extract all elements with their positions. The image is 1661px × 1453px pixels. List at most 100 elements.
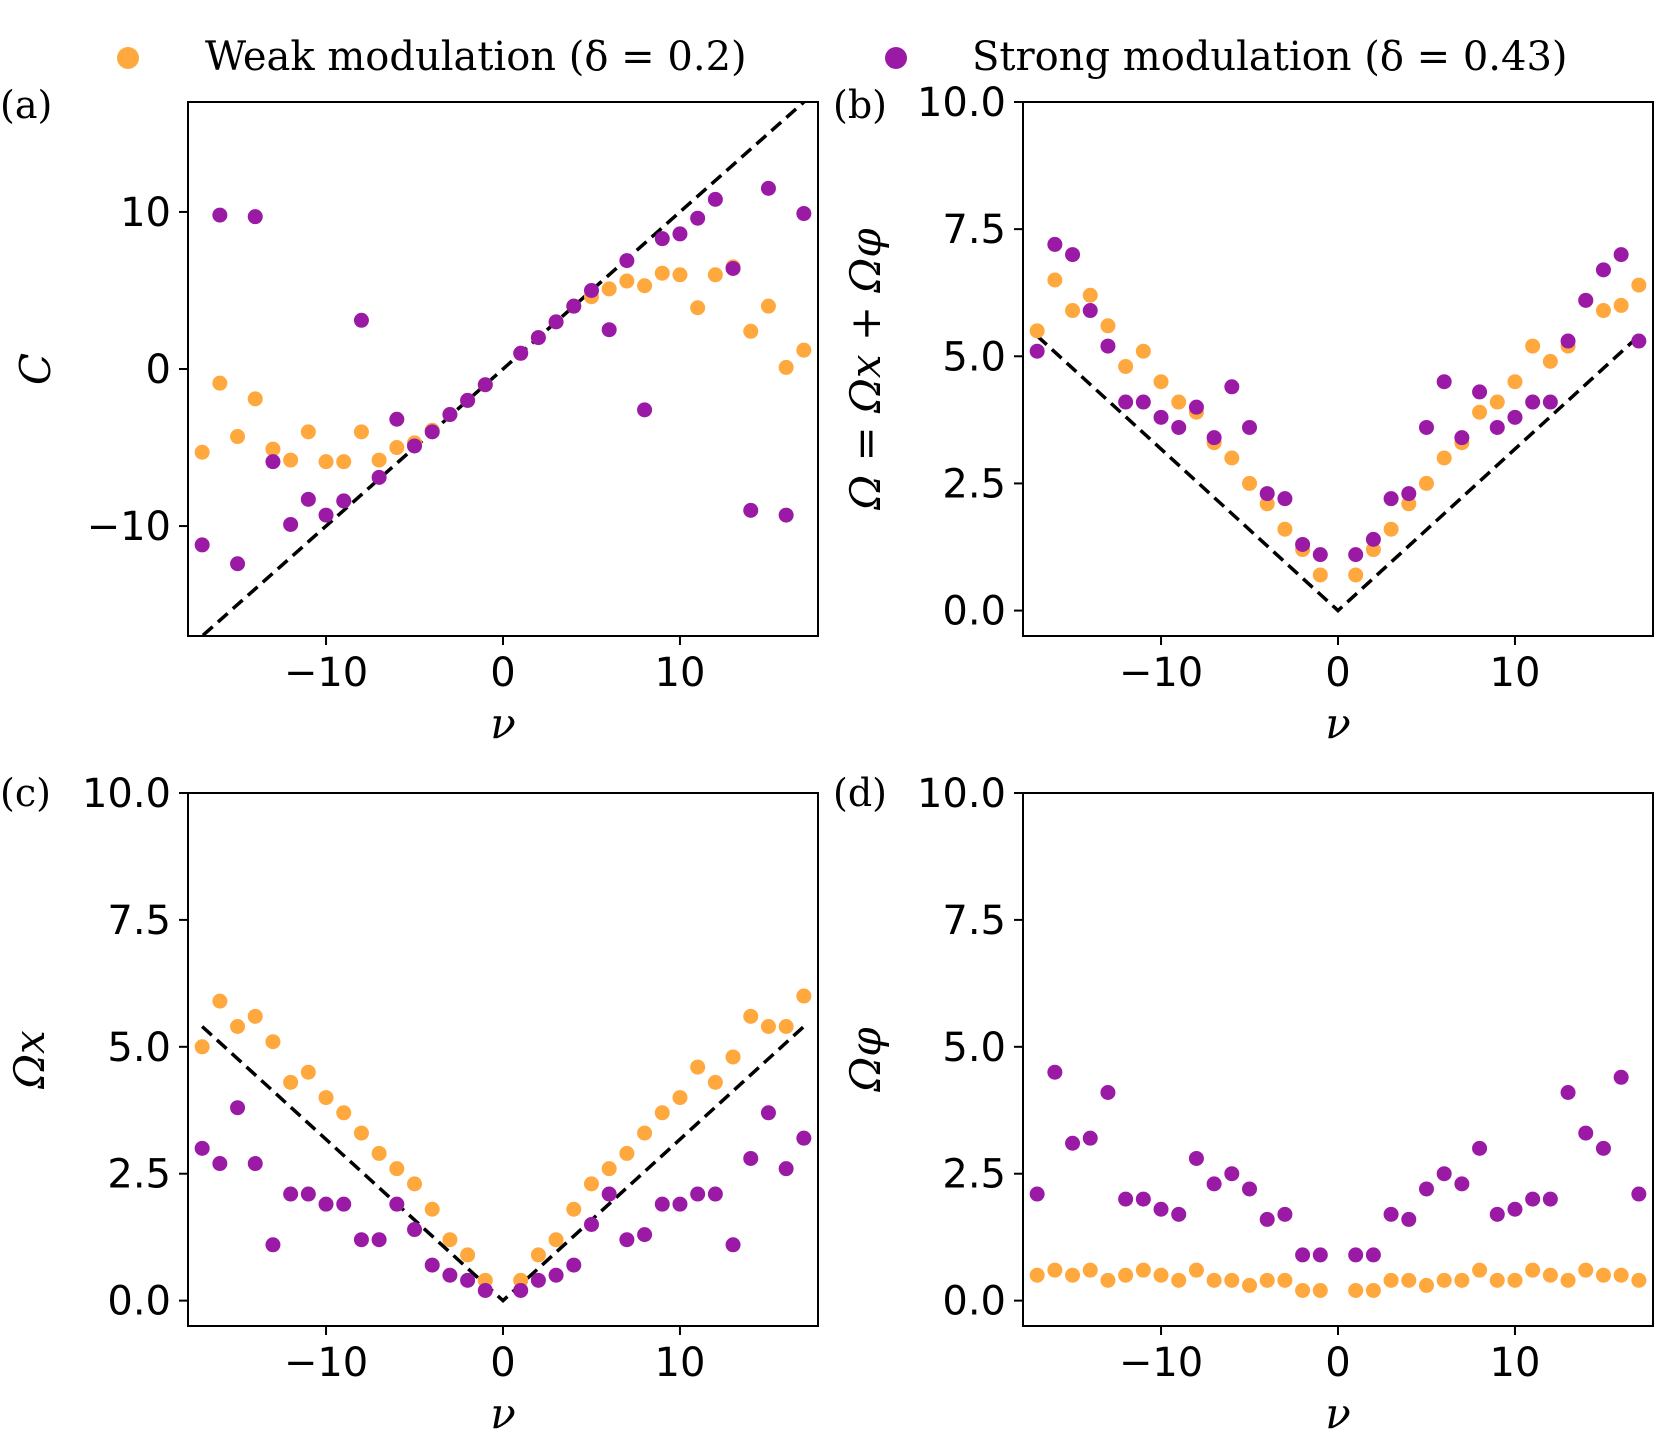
y-tick-label: 10.0: [917, 80, 1006, 126]
data-point: [690, 1059, 706, 1075]
data-point: [194, 537, 210, 553]
y-tick-label: 0.0: [107, 1279, 171, 1325]
series-weak-modulation: [194, 988, 812, 1288]
data-point: [796, 1130, 812, 1146]
data-point: [442, 1232, 458, 1248]
data-point: [619, 1232, 635, 1248]
data-point: [1153, 374, 1169, 390]
data-point: [1525, 1191, 1541, 1207]
data-point: [212, 1156, 228, 1172]
data-point: [1383, 521, 1399, 537]
data-point: [1595, 1267, 1611, 1283]
data-point: [619, 1145, 635, 1161]
x-tick-label: 0: [490, 1340, 515, 1386]
data-point: [1418, 419, 1434, 435]
data-point: [1365, 1282, 1381, 1298]
data-point: [1383, 491, 1399, 507]
data-point: [1489, 394, 1505, 410]
x-axis-label: ν: [1325, 699, 1351, 748]
data-point: [353, 424, 369, 440]
data-point: [1365, 1247, 1381, 1263]
data-point: [1188, 399, 1204, 415]
data-point: [318, 454, 334, 470]
data-point: [1206, 1272, 1222, 1288]
data-point: [1507, 374, 1523, 390]
x-axis-label: ν: [490, 699, 516, 748]
data-point: [530, 1247, 546, 1263]
data-point: [1507, 1201, 1523, 1217]
data-point: [1100, 1272, 1116, 1288]
data-point: [477, 377, 493, 393]
data-point: [1401, 1211, 1417, 1227]
data-point: [407, 1176, 423, 1192]
data-point: [1365, 531, 1381, 547]
data-point: [672, 1090, 688, 1106]
data-point: [707, 1186, 723, 1202]
data-point: [1489, 419, 1505, 435]
data-point: [477, 1282, 493, 1298]
data-point: [583, 1176, 599, 1192]
data-point: [1472, 404, 1488, 420]
x-tick-label: 10: [1490, 650, 1541, 696]
y-axis-label: Ωx: [5, 1030, 54, 1090]
y-tick-label: 7.5: [942, 207, 1006, 253]
x-tick-label: −10: [284, 650, 368, 696]
data-point: [1595, 303, 1611, 319]
data-point: [353, 1125, 369, 1141]
x-tick-label: 0: [490, 650, 515, 696]
data-point: [796, 206, 812, 222]
y-tick-label: 10: [120, 190, 171, 236]
data-point: [1348, 1247, 1364, 1263]
data-point: [1277, 521, 1293, 537]
data-point: [1631, 1272, 1647, 1288]
data-point: [601, 1186, 617, 1202]
data-point: [1082, 1262, 1098, 1278]
data-point: [1436, 374, 1452, 390]
data-point: [283, 1186, 299, 1202]
data-point: [1065, 1267, 1081, 1283]
data-point: [778, 507, 794, 523]
data-point: [1542, 1191, 1558, 1207]
data-point: [1560, 1272, 1576, 1288]
data-point: [743, 323, 759, 339]
data-point: [300, 491, 316, 507]
y-tick-label: 0: [146, 347, 171, 393]
data-point: [230, 1100, 246, 1116]
data-point: [796, 988, 812, 1004]
y-tick-label: 0.0: [942, 589, 1006, 635]
data-point: [460, 1247, 476, 1263]
axes-frame: [187, 792, 819, 1327]
data-point: [513, 345, 529, 361]
data-point: [336, 454, 352, 470]
data-point: [760, 1105, 776, 1121]
data-point: [654, 1196, 670, 1212]
data-point: [389, 1161, 405, 1177]
data-point: [619, 273, 635, 289]
data-point: [283, 1074, 299, 1090]
data-point: [194, 1039, 210, 1055]
y-tick-label: 2.5: [107, 1152, 171, 1198]
y-axis-label: Ωφ: [841, 1027, 890, 1093]
data-point: [1613, 247, 1629, 263]
data-point: [1171, 419, 1187, 435]
data-point: [318, 1196, 334, 1212]
data-point: [760, 180, 776, 196]
data-point: [1454, 1176, 1470, 1192]
data-point: [265, 1237, 281, 1253]
data-point: [1029, 1186, 1045, 1202]
data-point: [1188, 1262, 1204, 1278]
data-point: [389, 411, 405, 427]
data-point: [1542, 353, 1558, 369]
data-point: [637, 402, 653, 418]
data-point: [212, 207, 228, 223]
data-point: [1153, 1267, 1169, 1283]
data-point: [265, 1034, 281, 1050]
data-point: [1631, 333, 1647, 349]
data-point: [1029, 1267, 1045, 1283]
data-point: [707, 267, 723, 283]
data-point: [743, 1150, 759, 1166]
x-tick-label: 0: [1325, 1340, 1350, 1386]
data-point: [707, 1074, 723, 1090]
data-point: [1206, 1176, 1222, 1192]
